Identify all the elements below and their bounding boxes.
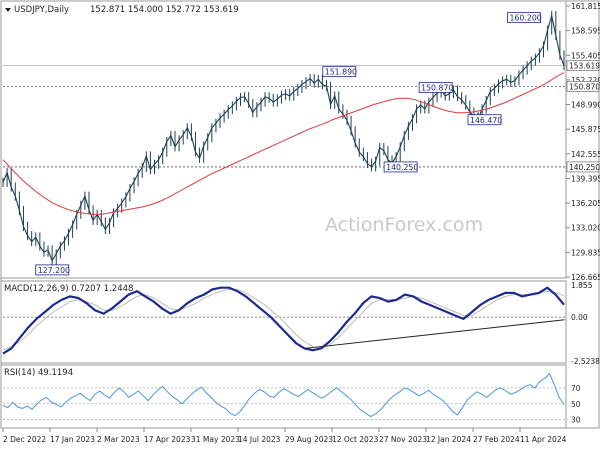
macd-y-tick-label: 0.00 xyxy=(571,313,588,322)
annotation-box-3 xyxy=(418,81,453,93)
macd-signal-line xyxy=(2,288,565,351)
annotation-box-0 xyxy=(35,264,70,276)
x-tick-label: 12 Jan 2024 xyxy=(426,435,471,444)
price-y-tick-label: 136.205 xyxy=(571,199,600,208)
annotation-box-2 xyxy=(383,161,418,173)
price-y-tick-label: 133.020 xyxy=(571,224,600,233)
price-y-tick-label: 148.990 xyxy=(571,101,600,110)
rsi-y-tick-label: 30 xyxy=(571,416,581,425)
annotation-box-1 xyxy=(322,66,357,78)
price-y-tick-label: 161.815 xyxy=(571,2,600,11)
ohlc-readout: 152.871 154.000 152.772 153.619 xyxy=(90,5,239,15)
annotation-label-5: 160.200 xyxy=(510,14,542,23)
x-tick-label: 31 May 2023 xyxy=(191,435,240,444)
axis-layer: 161.815 158.595 155.405 152.220 148.990 145.8… xyxy=(2,2,600,444)
price-y-tick-label: 142.555 xyxy=(571,150,600,159)
watermark: ActionForex.com xyxy=(325,214,483,236)
annotation-label-0: 127.200 xyxy=(38,266,70,275)
annotation-label-2: 140.250 xyxy=(386,163,418,172)
x-tick-label: 29 Aug 2023 xyxy=(285,435,333,444)
annotation-label-1: 151.890 xyxy=(325,68,357,77)
annotation-box-5 xyxy=(507,12,541,24)
x-tick-label: 11 Apr 2024 xyxy=(520,435,567,444)
dropdown-arrow-icon[interactable] xyxy=(5,8,11,12)
current-price-tag xyxy=(566,60,600,71)
rsi-line xyxy=(2,372,565,418)
grid-layer xyxy=(3,65,566,420)
level-tag-label-0: 150.870 xyxy=(569,82,600,91)
level-tag-1 xyxy=(566,161,600,173)
level-tag-label-1: 140.250 xyxy=(569,163,600,172)
annotation-label-4: 146.470 xyxy=(470,116,502,125)
x-tick-label: 27 Nov 2023 xyxy=(379,435,427,444)
x-tick-label: 2 Dec 2022 xyxy=(3,435,46,444)
symbol-label: USDJPY,Daily xyxy=(14,5,69,15)
outer-frame xyxy=(0,0,600,429)
rsi-y-tick-label: 70 xyxy=(571,384,581,393)
x-tick-label: 2 Mar 2023 xyxy=(97,435,140,444)
moving-average-line xyxy=(2,72,565,215)
current-price-label: 153.619 xyxy=(569,62,600,71)
price-y-tick-label: 155.405 xyxy=(571,51,600,60)
price-y-tick-label: 129.835 xyxy=(571,248,600,257)
price-y-tick-label: 126.665 xyxy=(571,273,600,282)
x-tick-label: 27 Feb 2024 xyxy=(473,435,520,444)
rsi-panel-frame xyxy=(0,364,567,429)
rsi-title: RSI(14) 49.1194 xyxy=(4,368,73,378)
macd-main-line xyxy=(2,286,565,355)
price-y-tick-label: 139.395 xyxy=(571,174,600,183)
macd-y-tick-label: -2.5238 xyxy=(571,357,600,366)
x-tick-label: 17 Apr 2023 xyxy=(144,435,191,444)
annotation-layer: 127.200 151.890 140.250 150.870 146.470 160.2… xyxy=(35,12,542,276)
macd-trendline xyxy=(304,319,565,349)
x-tick-label: 14 Jul 2023 xyxy=(238,435,281,444)
macd-y-tick-label: 1.855 xyxy=(571,281,593,290)
price-panel-frame xyxy=(0,0,567,279)
annotation-label-3: 150.870 xyxy=(421,83,453,92)
price-y-tick-label: 152.220 xyxy=(571,76,600,85)
x-tick-label: 17 Jan 2023 xyxy=(50,435,95,444)
annotation-box-4 xyxy=(467,114,502,126)
level-tag-0 xyxy=(566,81,600,92)
price-y-tick-label: 145.875 xyxy=(571,125,600,134)
x-tick-label: 12 Oct 2023 xyxy=(332,435,379,444)
macd-title: MACD(12,26,9) 0.7207 1.2448 xyxy=(4,284,133,294)
price-y-tick-label: 158.595 xyxy=(571,27,600,36)
plot-layer xyxy=(2,11,565,418)
rsi-y-tick-label: 50 xyxy=(571,400,581,409)
